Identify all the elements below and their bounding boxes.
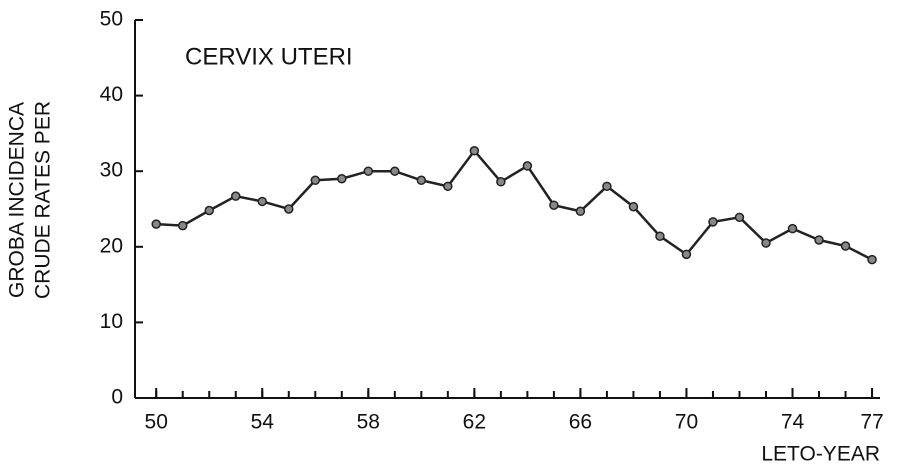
y-tick-label: 40 — [100, 83, 123, 106]
x-tick-label: 70 — [675, 411, 698, 434]
point — [363, 166, 374, 176]
point — [681, 249, 692, 260]
y-axis-label: CRUDE RATES PER — [32, 101, 55, 299]
point — [284, 204, 294, 214]
point — [310, 175, 321, 186]
x-tick-label: 58 — [357, 411, 380, 434]
x-tick-label: 77 — [860, 411, 883, 434]
x-tick-label: 62 — [463, 411, 486, 434]
point — [814, 235, 824, 245]
y-axis-label: GROBA INCIDENCA — [6, 102, 29, 298]
point — [443, 181, 453, 192]
point — [734, 212, 745, 223]
point — [840, 241, 851, 251]
point — [204, 205, 214, 216]
point — [867, 254, 877, 265]
point — [496, 177, 506, 187]
point — [708, 217, 718, 227]
y-tick-label: 50 — [100, 8, 123, 31]
x-tick-label: 50 — [145, 411, 168, 434]
y-tick-label: 10 — [100, 310, 123, 333]
chart-title: CERVIX UTERI — [185, 43, 353, 70]
point — [628, 201, 639, 212]
point — [257, 196, 268, 207]
point — [230, 191, 241, 201]
point — [337, 174, 347, 184]
y-tick-label: 20 — [100, 234, 123, 257]
point — [522, 161, 533, 171]
point — [549, 200, 559, 210]
y-tick-label: 30 — [100, 159, 123, 182]
x-tick-label: 74 — [781, 411, 805, 434]
x-tick-label: 54 — [251, 411, 275, 434]
point — [416, 175, 427, 186]
y-tick-label: 0 — [111, 386, 123, 409]
point — [469, 146, 480, 156]
point — [761, 238, 771, 248]
point — [390, 166, 400, 176]
point — [575, 206, 586, 217]
point — [177, 220, 188, 231]
point — [787, 223, 798, 234]
point — [151, 219, 161, 229]
x-tick-label: 66 — [569, 411, 592, 434]
point — [655, 231, 665, 241]
point — [602, 181, 612, 192]
line — [156, 148, 873, 261]
x-axis-label: LETO-YEAR — [761, 443, 880, 466]
